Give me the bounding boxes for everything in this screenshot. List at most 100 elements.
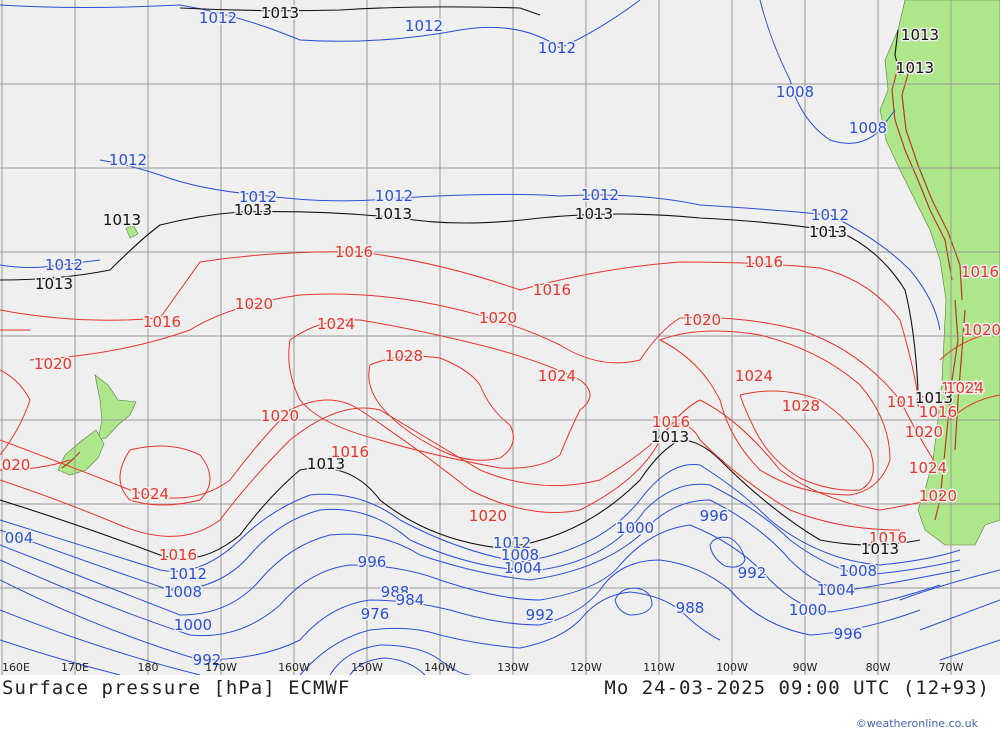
longitude-label: 140W (424, 661, 456, 674)
isobar-988-west (0, 639, 121, 676)
isobar-1016-north (0, 251, 921, 411)
isobar-label: 1012 (538, 39, 576, 57)
map-footer: Surface pressure [hPa] ECMWF Mo 24-03-20… (0, 675, 1000, 733)
isobar-1013-mid (0, 211, 919, 391)
longitude-label: 110W (643, 661, 675, 674)
isobar-label: 1016 (331, 443, 369, 461)
isobar-1000 (0, 524, 941, 637)
isobar-label: 1016 (887, 393, 925, 411)
isobar-1020-west (0, 369, 31, 456)
isobar-label: 1024 (946, 379, 984, 397)
isobar-east-b (919, 599, 1000, 631)
isobar-label: 996 (700, 507, 729, 525)
longitude-label: 80W (866, 661, 891, 674)
isobar-1012-mid (99, 159, 941, 331)
isobar-east-c (939, 639, 1000, 661)
relief-line-nz (61, 451, 81, 469)
relief-line-b (901, 59, 963, 301)
isobar-label: 1013 (234, 201, 272, 219)
isobar-label: 1012 (239, 188, 277, 206)
isobar-label: 1016 (159, 546, 197, 564)
isobar-label: 1012 (45, 256, 83, 274)
isobar-1012-south (0, 463, 961, 572)
isobar-label: 1013 (35, 275, 73, 293)
isobar-label: 1016 (143, 313, 181, 331)
isobar-label: 996 (358, 553, 387, 571)
isobar-label: 1013 (915, 389, 953, 407)
isobar-label: 1004 (504, 559, 542, 577)
longitude-label: 170E (61, 661, 89, 674)
isobar-1028-east (739, 390, 874, 491)
longitude-label: 100W (716, 661, 748, 674)
isobar-992-cell (709, 536, 746, 568)
isobar-label: 1016 (745, 253, 783, 271)
longitude-label: 180 (138, 661, 159, 674)
isobar-label: 1013 (901, 26, 939, 44)
isobar-984 (349, 657, 426, 676)
map-canvas: 1012 101310121012101310131008100810121013… (0, 0, 1000, 676)
isobar-label: 1012 (375, 187, 413, 205)
isobar-east-a (899, 569, 1000, 601)
isobar-1020-north (0, 293, 941, 471)
isobar-label: 1020 (963, 321, 1000, 339)
isobar-label: 1020 (905, 423, 943, 441)
relief-line-d (954, 309, 966, 451)
isobar-label: 1020 (469, 507, 507, 525)
isobar-label: 984 (396, 591, 425, 609)
pressure-map: 1012 1013 1012 1012 1013 1013 1008 1008 1012 1013… (0, 0, 1000, 676)
isobar-label: 1012 (199, 9, 237, 27)
isobar-label: 1004 (817, 581, 855, 599)
isobar-label: 1020 (479, 309, 517, 327)
isobar-label: 1012 (493, 534, 531, 552)
longitude-label: 70W (939, 661, 964, 674)
isobar-1013-north (179, 6, 541, 16)
isobar-1024-coast (949, 394, 1000, 421)
isobar-label: 1013 (261, 4, 299, 22)
isobar-label: 1012 (581, 186, 619, 204)
isobar-label: 1012 (405, 17, 443, 35)
isobar-988 (329, 644, 471, 676)
isobar-label: 1024 (538, 367, 576, 385)
isobar-label: 1020 (919, 487, 957, 505)
isobar-1012-north (0, 0, 641, 49)
isobar-1024-east (659, 330, 891, 496)
isobar-label: 1008 (849, 119, 887, 137)
isobar-label: 1020 (683, 311, 721, 329)
isobar-label: 988 (676, 599, 705, 617)
credit-link[interactable]: ©weatheronline.co.uk (855, 717, 978, 730)
isobar-label: 988 (381, 583, 410, 601)
isobar-1020-coast (939, 329, 1000, 361)
isobar-labels: 1012 101310121012101310131008100810121013… (0, 3, 1000, 671)
isobar-label: 1013 (103, 211, 141, 229)
isobars-standard (0, 6, 921, 560)
isobar-label: 1013 (861, 540, 899, 558)
isobar-label: 1013 (896, 59, 934, 77)
isobar-label: 1024 (317, 315, 355, 333)
longitude-labels: 160E 170E 180 170W 160W 150W 140W 130W 120W 110W 1… (2, 661, 964, 674)
longitude-label: 90W (793, 661, 818, 674)
isobars-low (0, 0, 1000, 676)
longitude-label: 150W (351, 661, 383, 674)
isobar-1013-coast (894, 29, 901, 76)
isobar-label: 004 (5, 529, 34, 547)
pacific-island (125, 225, 139, 239)
isobar-label: 1016 (533, 281, 571, 299)
new-zealand-north-island (94, 374, 137, 441)
isobar-label: 1000 (616, 519, 654, 537)
isobar-label: 1016 (869, 529, 907, 547)
isobar-label: 1024 (131, 485, 169, 503)
isobar-label: 1008 (776, 83, 814, 101)
isobar-label: 1016 (335, 243, 373, 261)
isobar-label: 1013 (651, 428, 689, 446)
isobar-label: 1012 (169, 565, 207, 583)
longitude-label: 170W (205, 661, 237, 674)
isobars-high (0, 251, 1000, 537)
isobar-label: 1024 (941, 379, 979, 397)
isobar-label: 1012 (109, 151, 147, 169)
isobar-1008 (0, 483, 961, 591)
isobar-988-cell (614, 587, 653, 616)
longitude-label: 120W (570, 661, 602, 674)
map-valid-time: Mo 24-03-2025 09:00 UTC (12+93) (604, 677, 990, 699)
isobar-1028-centre (368, 355, 514, 461)
isobar-label: 1013 (307, 455, 345, 473)
